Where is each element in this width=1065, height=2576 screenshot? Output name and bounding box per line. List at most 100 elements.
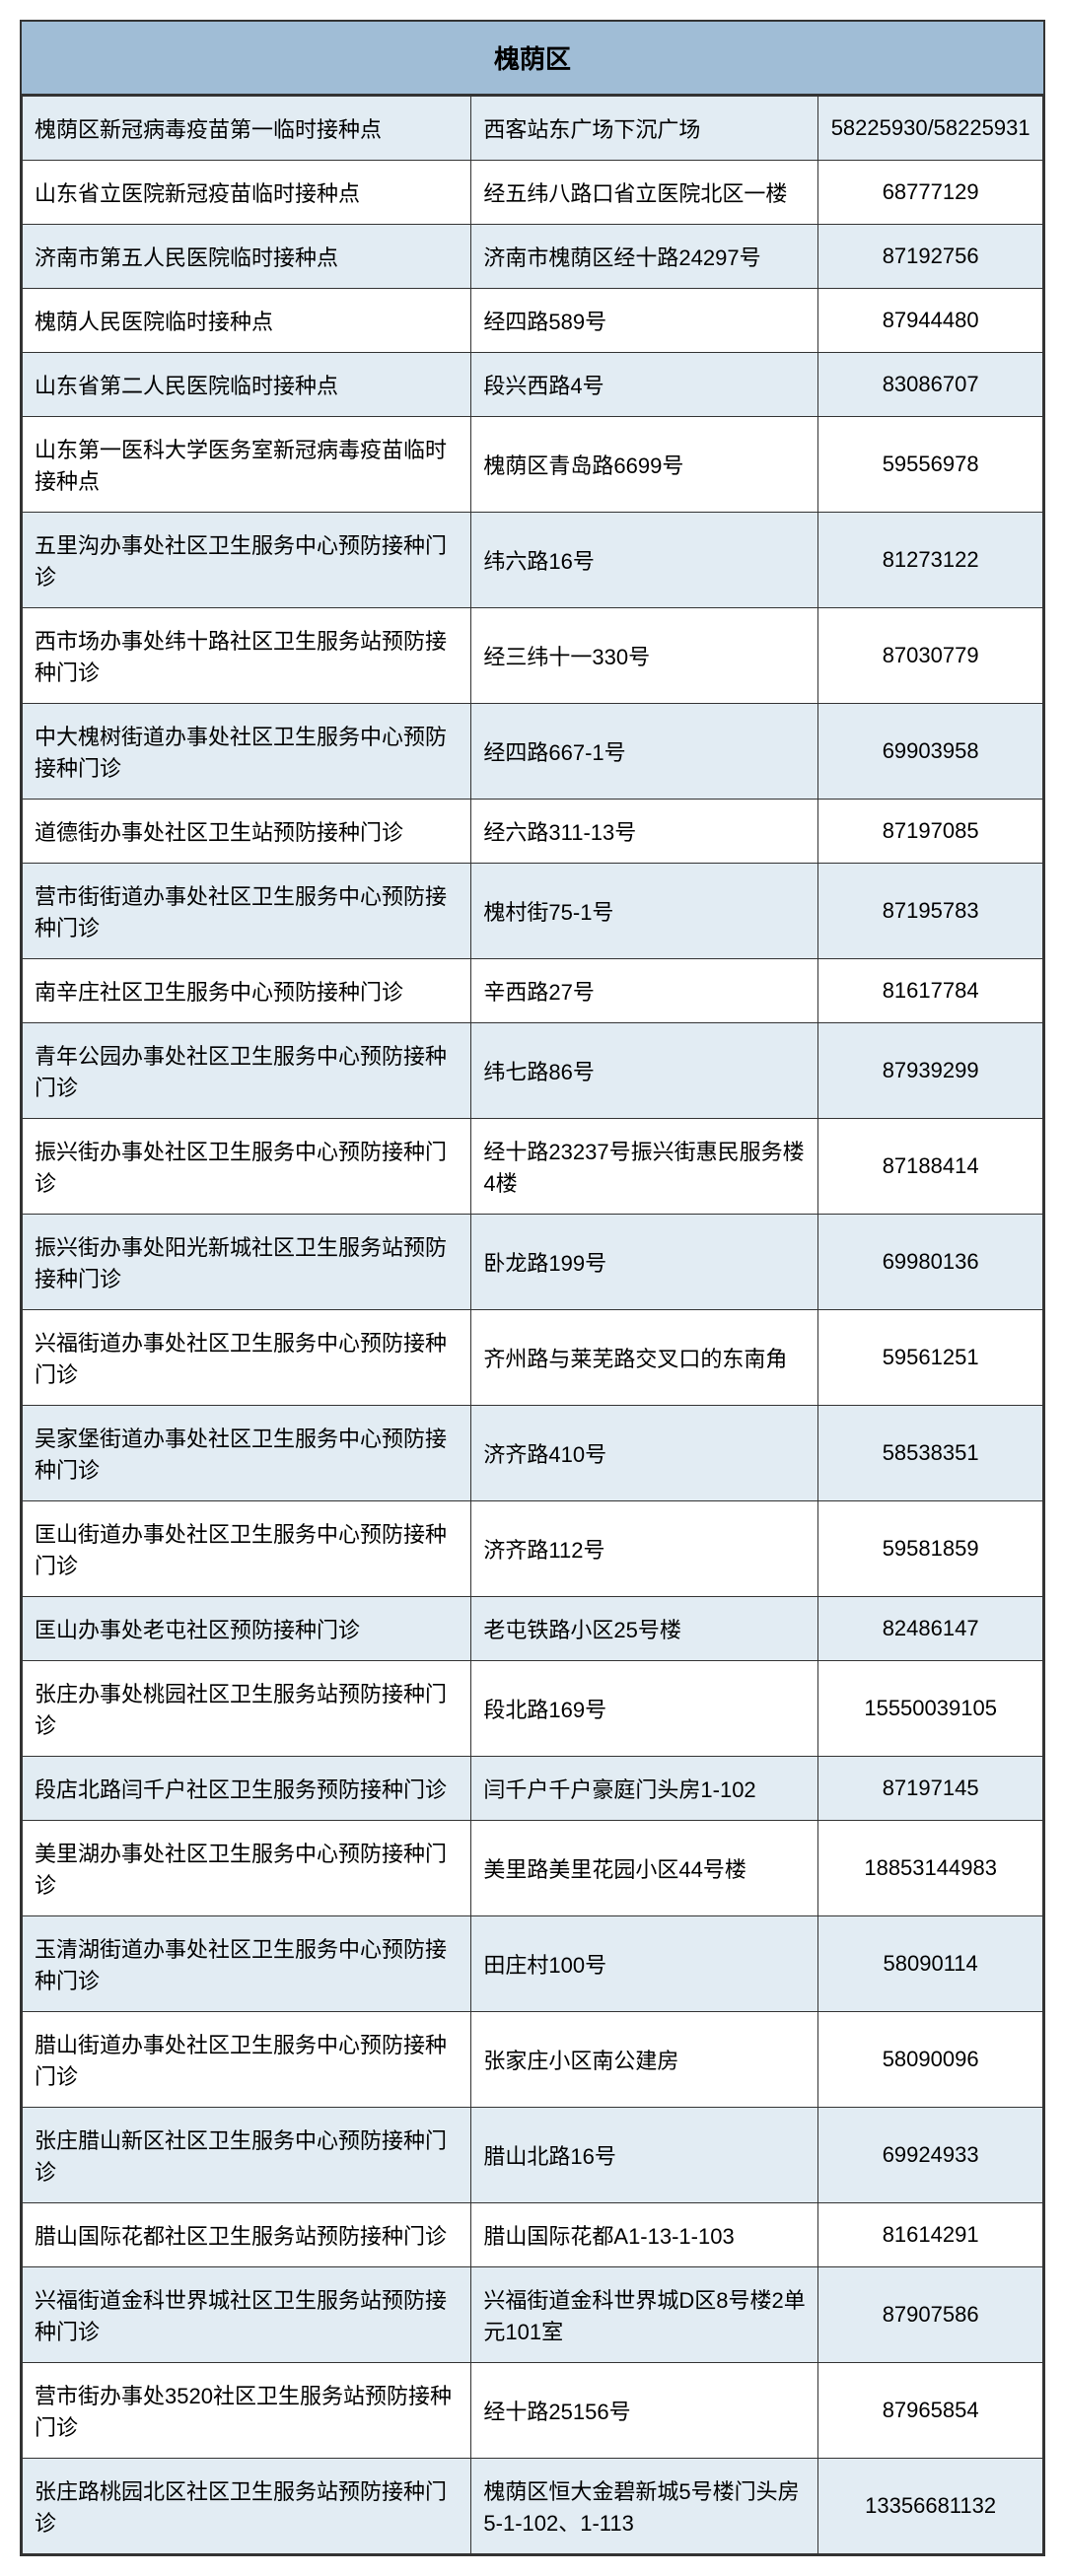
site-name-cell: 道德街办事处社区卫生站预防接种门诊 <box>23 800 471 864</box>
table-row: 张庄路桃园北区社区卫生服务站预防接种门诊槐荫区恒大金碧新城5号楼门头房5-1-1… <box>23 2459 1043 2554</box>
table-header: 槐荫区 <box>22 22 1043 96</box>
site-name-cell: 张庄腊山新区社区卫生服务中心预防接种门诊 <box>23 2108 471 2203</box>
site-phone-cell: 68777129 <box>818 161 1043 225</box>
table-row: 匡山办事处老屯社区预防接种门诊老屯铁路小区25号楼82486147 <box>23 1597 1043 1661</box>
site-address-cell: 段兴西路4号 <box>471 353 818 417</box>
data-table: 槐荫区新冠病毒疫苗第一临时接种点西客站东广场下沉广场58225930/58225… <box>22 96 1043 2554</box>
site-phone-cell: 69980136 <box>818 1215 1043 1310</box>
site-phone-cell: 13356681132 <box>818 2459 1043 2554</box>
site-name-cell: 营市街街道办事处社区卫生服务中心预防接种门诊 <box>23 864 471 959</box>
site-name-cell: 西市场办事处纬十路社区卫生服务站预防接种门诊 <box>23 608 471 704</box>
site-phone-cell: 59556978 <box>818 417 1043 513</box>
site-name-cell: 槐荫区新冠病毒疫苗第一临时接种点 <box>23 97 471 161</box>
table-row: 南辛庄社区卫生服务中心预防接种门诊辛西路27号81617784 <box>23 959 1043 1023</box>
site-address-cell: 田庄村100号 <box>471 1916 818 2012</box>
site-name-cell: 腊山街道办事处社区卫生服务中心预防接种门诊 <box>23 2012 471 2108</box>
site-address-cell: 经五纬八路口省立医院北区一楼 <box>471 161 818 225</box>
site-address-cell: 美里路美里花园小区44号楼 <box>471 1821 818 1916</box>
site-phone-cell: 18853144983 <box>818 1821 1043 1916</box>
site-name-cell: 匡山街道办事处社区卫生服务中心预防接种门诊 <box>23 1501 471 1597</box>
vaccination-sites-table: 槐荫区 槐荫区新冠病毒疫苗第一临时接种点西客站东广场下沉广场58225930/5… <box>20 20 1045 2556</box>
site-address-cell: 老屯铁路小区25号楼 <box>471 1597 818 1661</box>
site-address-cell: 经十路23237号振兴街惠民服务楼4楼 <box>471 1119 818 1215</box>
site-phone-cell: 87944480 <box>818 289 1043 353</box>
site-address-cell: 槐村街75-1号 <box>471 864 818 959</box>
site-phone-cell: 87965854 <box>818 2363 1043 2459</box>
site-phone-cell: 81273122 <box>818 513 1043 608</box>
site-name-cell: 振兴街办事处社区卫生服务中心预防接种门诊 <box>23 1119 471 1215</box>
site-address-cell: 闫千户千户豪庭门头房1-102 <box>471 1757 818 1821</box>
table-row: 营市街街道办事处社区卫生服务中心预防接种门诊槐村街75-1号87195783 <box>23 864 1043 959</box>
site-phone-cell: 87030779 <box>818 608 1043 704</box>
site-phone-cell: 87195783 <box>818 864 1043 959</box>
site-phone-cell: 15550039105 <box>818 1661 1043 1757</box>
site-name-cell: 山东省第二人民医院临时接种点 <box>23 353 471 417</box>
site-phone-cell: 87939299 <box>818 1023 1043 1119</box>
table-row: 营市街办事处3520社区卫生服务站预防接种门诊经十路25156号87965854 <box>23 2363 1043 2459</box>
table-row: 张庄腊山新区社区卫生服务中心预防接种门诊腊山北路16号69924933 <box>23 2108 1043 2203</box>
site-name-cell: 玉清湖街道办事处社区卫生服务中心预防接种门诊 <box>23 1916 471 2012</box>
site-address-cell: 济南市槐荫区经十路24297号 <box>471 225 818 289</box>
table-row: 兴福街道办事处社区卫生服务中心预防接种门诊齐州路与莱芜路交叉口的东南角59561… <box>23 1310 1043 1406</box>
site-address-cell: 卧龙路199号 <box>471 1215 818 1310</box>
site-address-cell: 段北路169号 <box>471 1661 818 1757</box>
site-name-cell: 美里湖办事处社区卫生服务中心预防接种门诊 <box>23 1821 471 1916</box>
site-phone-cell: 58538351 <box>818 1406 1043 1501</box>
table-row: 腊山国际花都社区卫生服务站预防接种门诊腊山国际花都A1-13-1-1038161… <box>23 2203 1043 2267</box>
site-name-cell: 吴家堡街道办事处社区卫生服务中心预防接种门诊 <box>23 1406 471 1501</box>
site-phone-cell: 58225930/58225931 <box>818 97 1043 161</box>
site-address-cell: 经三纬十一330号 <box>471 608 818 704</box>
table-row: 腊山街道办事处社区卫生服务中心预防接种门诊张家庄小区南公建房58090096 <box>23 2012 1043 2108</box>
site-address-cell: 经十路25156号 <box>471 2363 818 2459</box>
site-address-cell: 济齐路410号 <box>471 1406 818 1501</box>
site-name-cell: 张庄路桃园北区社区卫生服务站预防接种门诊 <box>23 2459 471 2554</box>
site-address-cell: 腊山国际花都A1-13-1-103 <box>471 2203 818 2267</box>
table-row: 玉清湖街道办事处社区卫生服务中心预防接种门诊田庄村100号58090114 <box>23 1916 1043 2012</box>
site-address-cell: 经六路311-13号 <box>471 800 818 864</box>
site-address-cell: 经四路667-1号 <box>471 704 818 800</box>
site-phone-cell: 82486147 <box>818 1597 1043 1661</box>
table-row: 山东省第二人民医院临时接种点段兴西路4号83086707 <box>23 353 1043 417</box>
site-address-cell: 济齐路112号 <box>471 1501 818 1597</box>
site-name-cell: 南辛庄社区卫生服务中心预防接种门诊 <box>23 959 471 1023</box>
site-name-cell: 槐荫人民医院临时接种点 <box>23 289 471 353</box>
table-row: 振兴街办事处社区卫生服务中心预防接种门诊经十路23237号振兴街惠民服务楼4楼8… <box>23 1119 1043 1215</box>
table-row: 山东省立医院新冠疫苗临时接种点经五纬八路口省立医院北区一楼68777129 <box>23 161 1043 225</box>
table-row: 张庄办事处桃园社区卫生服务站预防接种门诊段北路169号15550039105 <box>23 1661 1043 1757</box>
site-phone-cell: 87192756 <box>818 225 1043 289</box>
site-name-cell: 济南市第五人民医院临时接种点 <box>23 225 471 289</box>
site-phone-cell: 87197145 <box>818 1757 1043 1821</box>
table-row: 吴家堡街道办事处社区卫生服务中心预防接种门诊济齐路410号58538351 <box>23 1406 1043 1501</box>
table-row: 槐荫区新冠病毒疫苗第一临时接种点西客站东广场下沉广场58225930/58225… <box>23 97 1043 161</box>
site-address-cell: 纬六路16号 <box>471 513 818 608</box>
site-phone-cell: 69924933 <box>818 2108 1043 2203</box>
site-phone-cell: 81617784 <box>818 959 1043 1023</box>
site-name-cell: 山东省立医院新冠疫苗临时接种点 <box>23 161 471 225</box>
site-name-cell: 兴福街道金科世界城社区卫生服务站预防接种门诊 <box>23 2267 471 2363</box>
table-row: 兴福街道金科世界城社区卫生服务站预防接种门诊兴福街道金科世界城D区8号楼2单元1… <box>23 2267 1043 2363</box>
table-row: 五里沟办事处社区卫生服务中心预防接种门诊纬六路16号81273122 <box>23 513 1043 608</box>
table-row: 中大槐树街道办事处社区卫生服务中心预防接种门诊经四路667-1号69903958 <box>23 704 1043 800</box>
table-row: 济南市第五人民医院临时接种点济南市槐荫区经十路24297号87192756 <box>23 225 1043 289</box>
table-row: 青年公园办事处社区卫生服务中心预防接种门诊纬七路86号87939299 <box>23 1023 1043 1119</box>
table-row: 匡山街道办事处社区卫生服务中心预防接种门诊济齐路112号59581859 <box>23 1501 1043 1597</box>
site-address-cell: 张家庄小区南公建房 <box>471 2012 818 2108</box>
table-row: 道德街办事处社区卫生站预防接种门诊经六路311-13号87197085 <box>23 800 1043 864</box>
site-address-cell: 辛西路27号 <box>471 959 818 1023</box>
site-phone-cell: 81614291 <box>818 2203 1043 2267</box>
site-address-cell: 槐荫区青岛路6699号 <box>471 417 818 513</box>
site-phone-cell: 69903958 <box>818 704 1043 800</box>
site-phone-cell: 59581859 <box>818 1501 1043 1597</box>
site-phone-cell: 58090096 <box>818 2012 1043 2108</box>
site-name-cell: 振兴街办事处阳光新城社区卫生服务站预防接种门诊 <box>23 1215 471 1310</box>
site-phone-cell: 58090114 <box>818 1916 1043 2012</box>
site-name-cell: 腊山国际花都社区卫生服务站预防接种门诊 <box>23 2203 471 2267</box>
table-row: 美里湖办事处社区卫生服务中心预防接种门诊美里路美里花园小区44号楼1885314… <box>23 1821 1043 1916</box>
site-address-cell: 腊山北路16号 <box>471 2108 818 2203</box>
site-phone-cell: 59561251 <box>818 1310 1043 1406</box>
site-phone-cell: 87188414 <box>818 1119 1043 1215</box>
site-address-cell: 经四路589号 <box>471 289 818 353</box>
site-name-cell: 山东第一医科大学医务室新冠病毒疫苗临时接种点 <box>23 417 471 513</box>
site-address-cell: 西客站东广场下沉广场 <box>471 97 818 161</box>
table-row: 西市场办事处纬十路社区卫生服务站预防接种门诊经三纬十一330号87030779 <box>23 608 1043 704</box>
